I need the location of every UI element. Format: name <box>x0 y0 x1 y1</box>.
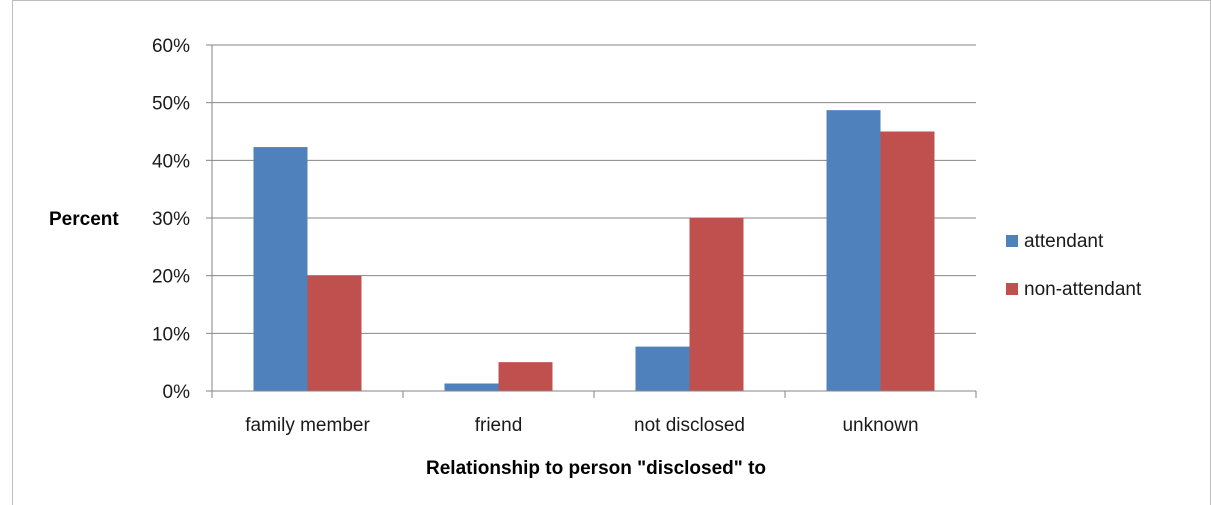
bar-non-attendant <box>498 362 553 391</box>
y-tick-label: 0% <box>163 382 191 403</box>
bar-attendant <box>635 346 690 391</box>
x-tick-labels: family member friend not disclosed unknown <box>245 415 918 436</box>
y-tick-label: 60% <box>152 36 190 57</box>
x-tick-label: unknown <box>842 415 918 436</box>
bar-attendant <box>826 110 881 391</box>
y-axis-title: Percent <box>49 209 119 230</box>
bar-non-attendant <box>689 218 744 391</box>
y-tick-label: 40% <box>152 151 190 172</box>
bar-non-attendant <box>880 131 935 391</box>
bar-attendant <box>444 383 499 391</box>
y-tick-labels: 0% 10% 20% 30% 40% 50% 60% <box>152 36 190 403</box>
x-tick-label: family member <box>245 415 370 436</box>
y-tick-label: 30% <box>152 209 190 230</box>
legend: attendant non-attendant <box>1006 231 1142 300</box>
axes <box>211 45 977 398</box>
bars <box>253 110 935 391</box>
x-axis-title: Relationship to person "disclosed" to <box>426 458 766 479</box>
bar-non-attendant <box>307 275 362 391</box>
legend-label: attendant <box>1024 231 1104 252</box>
y-tick-label: 50% <box>152 94 190 115</box>
x-tick-label: not disclosed <box>634 415 745 436</box>
legend-swatch <box>1006 283 1018 295</box>
bar-attendant <box>253 147 308 391</box>
y-tick-label: 20% <box>152 267 190 288</box>
legend-swatch <box>1006 235 1018 247</box>
legend-label: non-attendant <box>1024 279 1142 300</box>
x-tick-label: friend <box>475 415 523 436</box>
y-tick-label: 10% <box>152 324 190 345</box>
